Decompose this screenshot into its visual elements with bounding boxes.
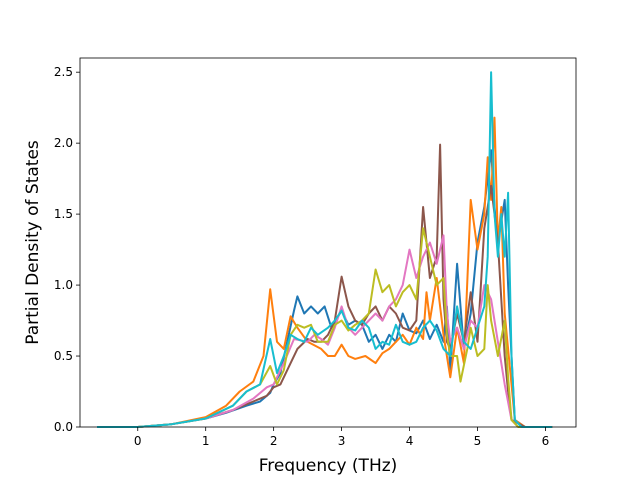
x-tick-label: 5 (474, 434, 482, 448)
x-axis-label: Frequency (THz) (259, 456, 398, 476)
series-line-6 (97, 71, 553, 428)
x-tick-label: 6 (542, 434, 550, 448)
x-tick-label: 1 (202, 434, 210, 448)
y-tick-label: 0.5 (54, 349, 73, 363)
y-tick-label: 0.0 (54, 420, 73, 434)
y-tick-label: 1.5 (54, 207, 73, 221)
x-axis-ticks: 0 1 2 3 4 5 6 (134, 427, 549, 448)
y-axis-label: Partial Density of States (23, 140, 43, 345)
y-tick-label: 1.0 (54, 278, 73, 292)
x-tick-label: 2 (270, 434, 278, 448)
axes-frame (79, 57, 577, 428)
x-tick-label: 0 (134, 434, 142, 448)
y-tick-label: 2.5 (54, 65, 73, 79)
series-layer (97, 71, 553, 428)
y-tick-label: 2.0 (54, 136, 73, 150)
series-line-5 (97, 227, 553, 428)
series-line-2 (97, 116, 553, 428)
y-axis-ticks: 0.0 0.5 1.0 1.5 2.0 2.5 (54, 65, 80, 434)
x-tick-label: 4 (406, 434, 414, 448)
x-tick-label: 3 (338, 434, 346, 448)
